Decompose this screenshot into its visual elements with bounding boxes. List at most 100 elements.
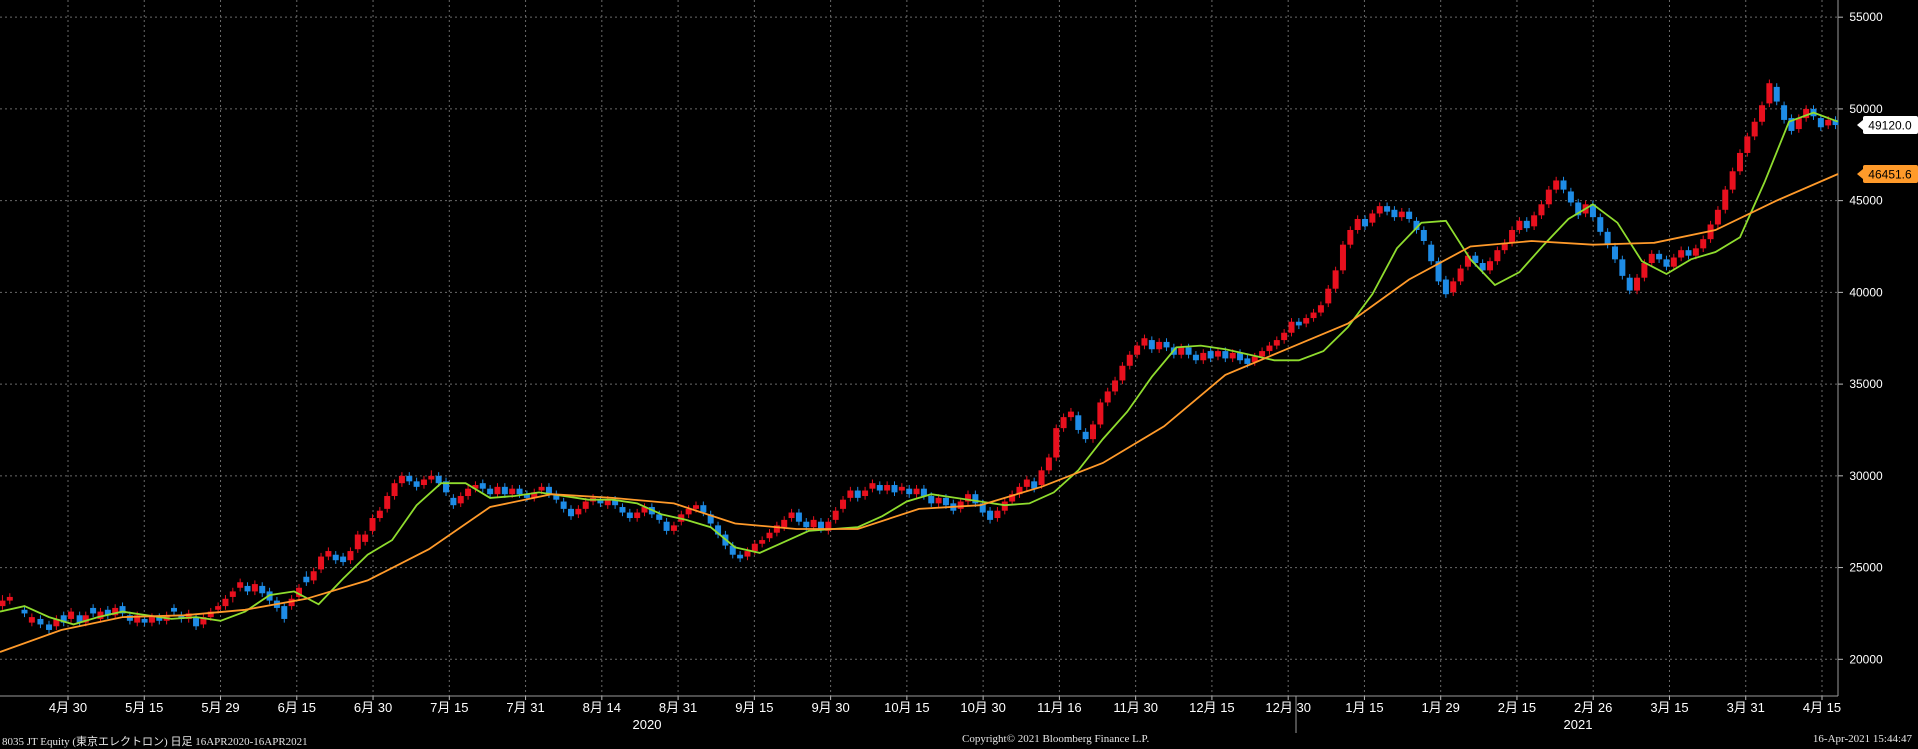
candle-body: [1450, 281, 1457, 293]
candle-body: [641, 507, 648, 513]
y-tick-label: 45000: [1849, 194, 1883, 208]
candle-body: [376, 510, 383, 519]
candle-body: [1700, 239, 1707, 249]
candle-body: [501, 486, 508, 495]
candle-body: [1788, 118, 1795, 131]
candle-body: [1362, 218, 1369, 227]
candle-body: [1670, 257, 1677, 267]
candle-body: [1406, 211, 1413, 219]
candle-body: [347, 551, 354, 561]
candle-body: [1516, 220, 1523, 230]
candle-body: [332, 554, 339, 561]
candle-body: [1384, 206, 1391, 212]
x-tick-label: 1月 29: [1422, 700, 1460, 715]
candle-body: [0, 600, 6, 607]
y-tick-label: 25000: [1849, 561, 1883, 575]
candle-body: [37, 618, 44, 625]
year-label: 2021: [1564, 717, 1593, 732]
x-tick-label: 10月 30: [960, 700, 1006, 715]
candle-body: [987, 510, 994, 520]
candle-body: [472, 485, 479, 489]
candle-body: [28, 617, 35, 623]
candle-body: [516, 488, 523, 495]
x-tick-label: 7月 15: [430, 700, 468, 715]
candle-body: [1692, 248, 1699, 256]
candle-body: [788, 512, 795, 519]
moving-average-tag-text: 46451.6: [1868, 168, 1912, 182]
candle-body: [685, 508, 692, 515]
candle-body: [884, 485, 891, 491]
candle-body: [560, 501, 567, 509]
candle-body: [523, 494, 530, 498]
x-tick-label: 11月 16: [1037, 700, 1082, 715]
candle-body: [1575, 202, 1582, 216]
candle-body: [303, 576, 310, 583]
candle-body: [1369, 213, 1376, 223]
candle-body: [1494, 250, 1501, 262]
x-tick-label: 12月 15: [1189, 700, 1235, 715]
x-tick-label: 10月 15: [884, 700, 930, 715]
candle-body: [193, 617, 200, 627]
candle-body: [148, 617, 155, 623]
last-price-tag-pointer: [1857, 120, 1863, 131]
candle-body: [1604, 231, 1611, 245]
x-tick-label: 8月 31: [659, 700, 697, 715]
candle-body: [928, 496, 935, 504]
candle-body: [215, 606, 222, 610]
timestamp-text: 16-Apr-2021 15:44:47: [1812, 733, 1912, 745]
candle-body: [1325, 288, 1332, 304]
candle-body: [318, 556, 325, 570]
candle-body: [817, 521, 824, 530]
candle-body: [1560, 180, 1567, 190]
candle-body: [1736, 152, 1743, 172]
candle-body: [295, 587, 302, 597]
last-price-tag-box: [1863, 116, 1918, 135]
candle-body: [310, 571, 317, 581]
y-axis: 20000 25000 30000 35000 40000 45000 50000 55000: [1837, 0, 1883, 696]
candle-body: [619, 507, 626, 513]
candle-body: [898, 486, 905, 491]
candle-body: [479, 483, 486, 489]
candle-body: [1531, 215, 1538, 227]
candle-body: [1663, 259, 1670, 267]
candle-body: [68, 611, 75, 619]
x-tick-label: 6月 30: [354, 700, 392, 715]
candle-body: [847, 490, 854, 498]
candle-body: [1479, 263, 1486, 271]
candle-body: [119, 606, 126, 614]
candle-body: [1773, 86, 1780, 102]
candle-body: [1288, 321, 1295, 333]
candle-body: [354, 534, 361, 550]
last-price-tag: 49120.0: [1857, 116, 1918, 135]
x-tick-label: 3月 31: [1727, 700, 1765, 715]
x-tick-label: 5月 29: [201, 700, 239, 715]
candle-body: [1464, 255, 1471, 267]
y-tick-label: 50000: [1849, 102, 1883, 116]
candle-body: [325, 551, 332, 557]
candle-body: [1354, 218, 1361, 230]
y-tick-label: 40000: [1849, 285, 1883, 299]
candle-body: [178, 615, 185, 619]
candle-body: [244, 585, 251, 592]
candle-body: [1509, 229, 1516, 243]
candle-body: [1053, 428, 1060, 458]
candle-body: [185, 613, 192, 619]
candle-body: [1060, 417, 1067, 429]
candle-body: [1332, 270, 1339, 289]
x-tick-label: 12月 30: [1265, 700, 1311, 715]
candle-body: [1178, 347, 1185, 355]
y-tick-label: 55000: [1849, 10, 1883, 24]
candle-body: [1597, 217, 1604, 232]
candle-body: [1457, 268, 1464, 282]
x-tick-label: 5月 15: [125, 700, 163, 715]
candle-body: [1648, 253, 1655, 264]
candle-body: [362, 534, 369, 542]
candle-body: [663, 521, 670, 531]
candle-body: [1222, 351, 1229, 359]
x-axis: 4月 30 5月 15 5月 29 6月 15 6月 30 7月 15 7月 31 8月 14…: [0, 695, 1841, 733]
candle-body: [1722, 189, 1729, 210]
candle-body: [1744, 136, 1751, 153]
y-tick-label: 35000: [1849, 377, 1883, 391]
candle-body: [420, 479, 427, 486]
candle-body: [1273, 340, 1280, 346]
